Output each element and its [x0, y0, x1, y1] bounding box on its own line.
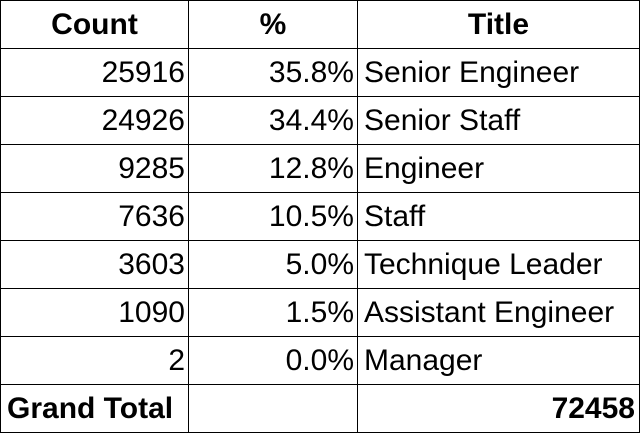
table-row: 1090 1.5% Assistant Engineer	[0, 288, 640, 337]
percent-cell[interactable]: 10.5%	[188, 192, 358, 241]
table-row: 24926 34.4% Senior Staff	[0, 96, 640, 145]
header-count[interactable]: Count	[0, 0, 189, 49]
percent-cell[interactable]: 12.8%	[188, 144, 358, 193]
percent-cell[interactable]: 0.0%	[188, 336, 358, 385]
count-cell[interactable]: 2	[0, 336, 189, 385]
count-cell[interactable]: 9285	[0, 144, 189, 193]
grand-total-label[interactable]: Grand Total	[0, 384, 189, 433]
count-cell[interactable]: 3603	[0, 240, 189, 289]
title-cell[interactable]: Staff	[357, 192, 640, 241]
header-row: Count % Title	[0, 0, 640, 49]
title-cell[interactable]: Engineer	[357, 144, 640, 193]
title-cell[interactable]: Senior Staff	[357, 96, 640, 145]
title-cell[interactable]: Manager	[357, 336, 640, 385]
count-cell[interactable]: 25916	[0, 48, 189, 97]
header-percent[interactable]: %	[188, 0, 358, 49]
table-row: 25916 35.8% Senior Engineer	[0, 48, 640, 97]
table-row: 2 0.0% Manager	[0, 336, 640, 385]
grand-total-empty-cell[interactable]	[188, 384, 358, 433]
title-cell[interactable]: Technique Leader	[357, 240, 640, 289]
table-row: 7636 10.5% Staff	[0, 192, 640, 241]
percent-cell[interactable]: 34.4%	[188, 96, 358, 145]
table-row: 9285 12.8% Engineer	[0, 144, 640, 193]
table-row: 3603 5.0% Technique Leader	[0, 240, 640, 289]
count-cell[interactable]: 7636	[0, 192, 189, 241]
header-title[interactable]: Title	[357, 0, 640, 49]
count-cell[interactable]: 1090	[0, 288, 189, 337]
percent-cell[interactable]: 1.5%	[188, 288, 358, 337]
percent-cell[interactable]: 35.8%	[188, 48, 358, 97]
percent-cell[interactable]: 5.0%	[188, 240, 358, 289]
count-cell[interactable]: 24926	[0, 96, 189, 145]
title-cell[interactable]: Assistant Engineer	[357, 288, 640, 337]
grand-total-value[interactable]: 72458	[357, 384, 640, 433]
title-cell[interactable]: Senior Engineer	[357, 48, 640, 97]
grand-total-row: Grand Total 72458	[0, 384, 640, 433]
